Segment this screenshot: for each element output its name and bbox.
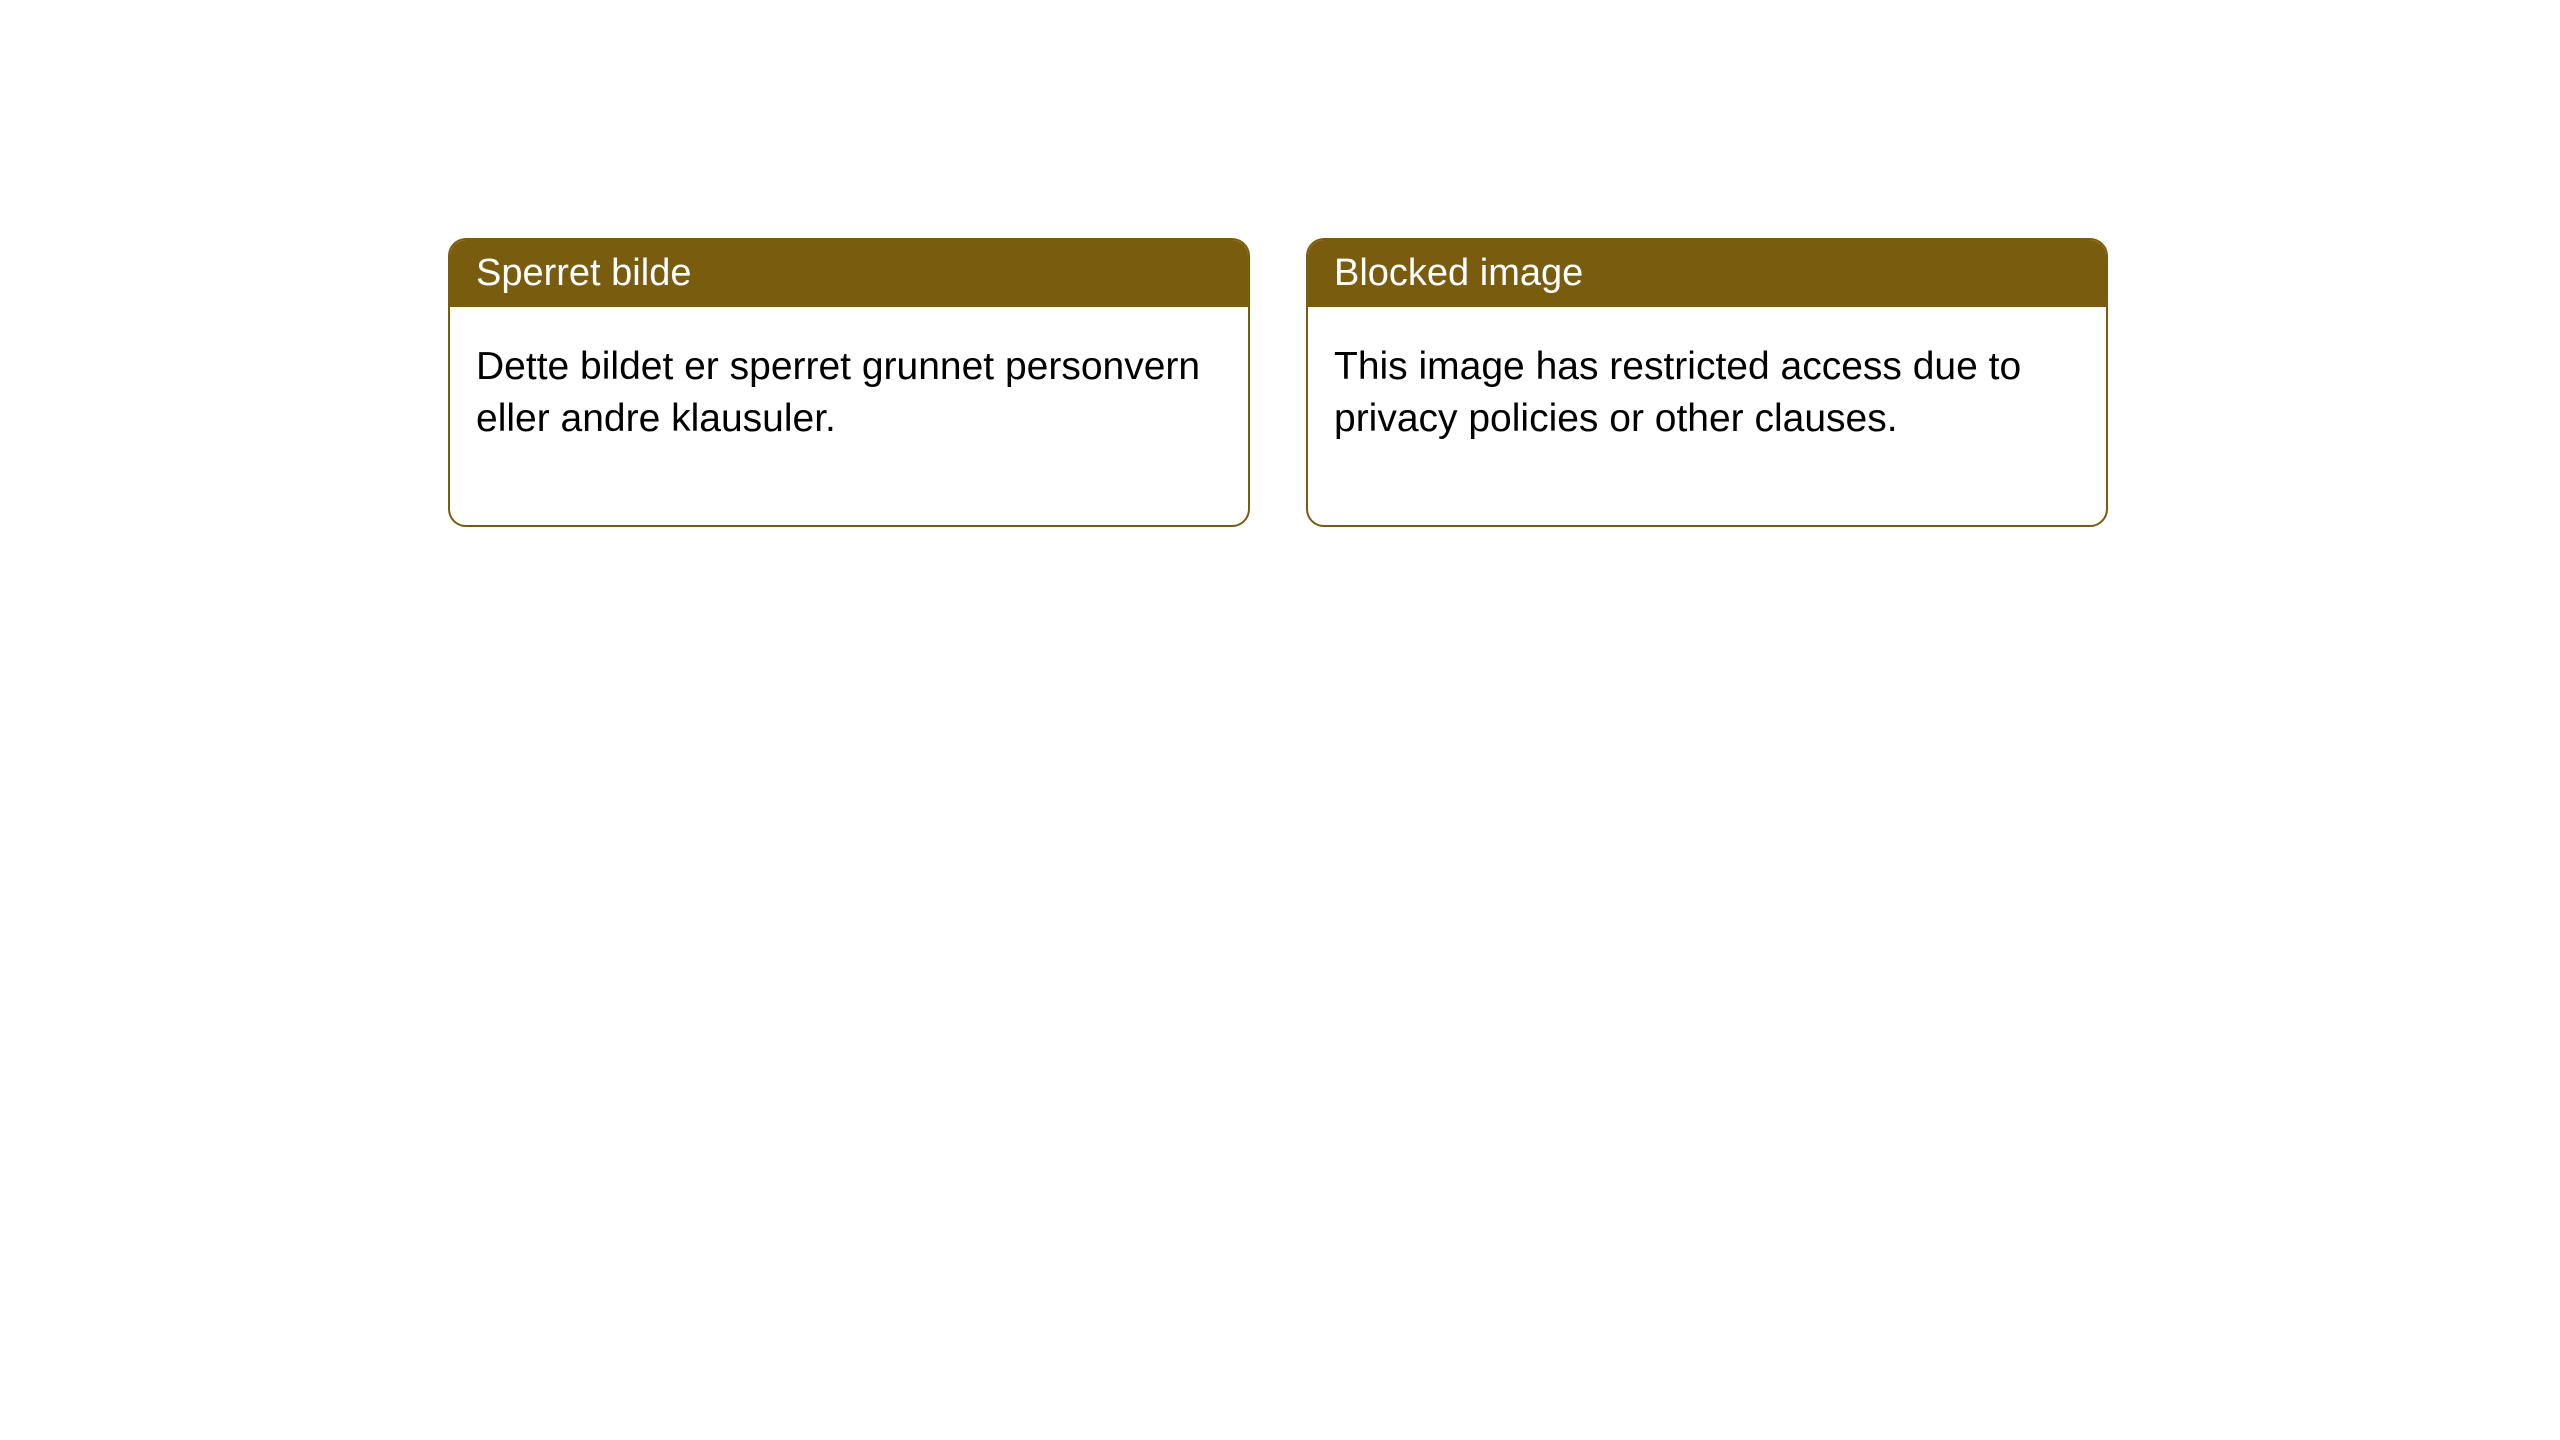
notice-title-en: Blocked image xyxy=(1308,240,2106,307)
notice-card-no: Sperret bilde Dette bildet er sperret gr… xyxy=(448,238,1250,527)
notice-container: Sperret bilde Dette bildet er sperret gr… xyxy=(0,0,2560,527)
notice-title-no: Sperret bilde xyxy=(450,240,1248,307)
notice-card-en: Blocked image This image has restricted … xyxy=(1306,238,2108,527)
notice-body-en: This image has restricted access due to … xyxy=(1308,307,2106,525)
notice-body-no: Dette bildet er sperret grunnet personve… xyxy=(450,307,1248,525)
